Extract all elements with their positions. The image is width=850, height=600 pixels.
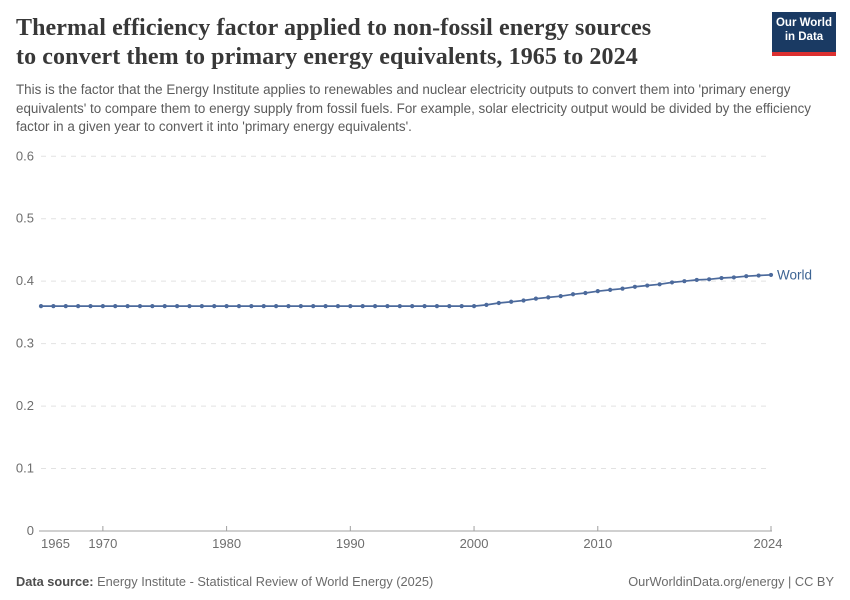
chart-subtitle: This is the factor that the Energy Insti… xyxy=(16,82,811,134)
x-tick-label-2024: 2024 xyxy=(754,536,783,551)
data-source-text: Energy Institute - Statistical Review of… xyxy=(97,574,434,589)
x-tick-label-2010: 2010 xyxy=(583,536,612,551)
data-point-1975[interactable] xyxy=(162,304,167,309)
data-point-1976[interactable] xyxy=(175,304,180,309)
data-point-1967[interactable] xyxy=(63,304,68,309)
data-point-2011[interactable] xyxy=(608,287,613,293)
data-point-1970[interactable] xyxy=(100,304,105,309)
data-point-2013[interactable] xyxy=(632,284,637,289)
data-point-2001[interactable] xyxy=(484,302,489,308)
chart-header: Thermal efficiency factor applied to non… xyxy=(16,14,811,137)
data-point-1992[interactable] xyxy=(372,304,378,309)
data-point-2017[interactable] xyxy=(682,279,687,284)
data-point-2018[interactable] xyxy=(694,277,699,283)
data-point-1999[interactable] xyxy=(459,304,464,309)
data-point-1977[interactable] xyxy=(187,304,192,309)
owid-logo-line2: in Data xyxy=(784,30,824,43)
data-point-1986[interactable] xyxy=(298,304,303,309)
data-point-1994[interactable] xyxy=(397,304,402,309)
data-point-1987[interactable] xyxy=(311,304,316,309)
y-tick-label-0: 0 xyxy=(27,523,34,538)
x-tick-label-1980: 1980 xyxy=(212,536,241,551)
data-point-2019[interactable] xyxy=(707,277,712,282)
y-tick-label-0.3: 0.3 xyxy=(16,336,34,351)
owid-logo[interactable]: Our World in Data xyxy=(772,12,836,56)
data-point-2010[interactable] xyxy=(595,289,600,294)
data-point-2006[interactable] xyxy=(546,295,551,300)
data-point-1969[interactable] xyxy=(88,304,93,309)
data-point-2007[interactable] xyxy=(558,294,563,299)
data-point-2021[interactable] xyxy=(731,275,736,280)
data-point-1973[interactable] xyxy=(137,304,143,309)
data-point-1984[interactable] xyxy=(273,304,279,309)
data-point-1974[interactable] xyxy=(150,304,155,309)
data-point-1998[interactable] xyxy=(447,304,452,309)
data-point-1978[interactable] xyxy=(199,304,204,309)
chart-title-line1: Thermal efficiency factor applied to non… xyxy=(16,15,652,41)
x-tick-label-2000: 2000 xyxy=(460,536,489,551)
data-point-2016[interactable] xyxy=(669,280,675,285)
data-point-1989[interactable] xyxy=(335,304,341,309)
data-point-2015[interactable] xyxy=(657,282,662,287)
series-label-world[interactable]: World xyxy=(777,267,812,282)
data-point-1965[interactable] xyxy=(38,304,44,309)
attribution-note: OurWorldinData.org/energy | CC BY xyxy=(628,574,834,589)
data-point-1983[interactable] xyxy=(261,304,266,309)
data-point-1979[interactable] xyxy=(212,304,217,309)
data-source-label: Data source: xyxy=(16,574,94,589)
data-point-2002[interactable] xyxy=(496,300,501,306)
data-point-1995[interactable] xyxy=(410,304,415,309)
data-source-note: Data source: Energy Institute - Statisti… xyxy=(16,574,433,589)
data-point-1990[interactable] xyxy=(348,304,353,309)
y-tick-label-0.4: 0.4 xyxy=(16,273,34,288)
data-point-2008[interactable] xyxy=(570,292,576,297)
data-point-1985[interactable] xyxy=(286,304,291,309)
y-tick-label-0.6: 0.6 xyxy=(16,148,34,163)
x-tick-label-1990: 1990 xyxy=(336,536,365,551)
world-series-line[interactable] xyxy=(41,274,772,307)
data-point-2020[interactable] xyxy=(719,275,724,281)
chart-footer: Data source: Energy Institute - Statisti… xyxy=(16,574,834,589)
x-tick-label-1970: 1970 xyxy=(88,536,117,551)
data-point-1996[interactable] xyxy=(422,304,427,309)
data-point-1997[interactable] xyxy=(434,304,440,309)
data-point-1972[interactable] xyxy=(125,304,130,309)
data-point-2024[interactable] xyxy=(768,272,774,278)
chart-title: Thermal efficiency factor applied to non… xyxy=(16,14,756,72)
data-point-2004[interactable] xyxy=(521,298,526,303)
data-point-2023[interactable] xyxy=(756,273,761,278)
data-point-1971[interactable] xyxy=(113,304,118,309)
data-point-2022[interactable] xyxy=(744,274,749,279)
y-tick-label-0.2: 0.2 xyxy=(16,398,34,413)
data-point-1966[interactable] xyxy=(51,304,56,309)
owid-logo-line1: Our World xyxy=(775,17,832,29)
data-point-2005[interactable] xyxy=(533,296,539,301)
data-point-1982[interactable] xyxy=(249,304,254,309)
data-point-1993[interactable] xyxy=(385,304,390,309)
x-tick-label-1965: 1965 xyxy=(41,536,70,551)
y-tick-label-0.5: 0.5 xyxy=(16,211,34,226)
data-point-1968[interactable] xyxy=(76,304,81,309)
y-tick-label-0.1: 0.1 xyxy=(16,461,34,476)
data-point-1991[interactable] xyxy=(360,304,365,309)
data-point-2009[interactable] xyxy=(583,290,588,296)
data-point-1981[interactable] xyxy=(236,304,242,309)
chart-title-line2: to convert them to primary energy equiva… xyxy=(16,44,638,70)
data-point-2003[interactable] xyxy=(509,299,514,304)
data-point-2014[interactable] xyxy=(645,283,650,288)
data-point-2012[interactable] xyxy=(620,286,625,291)
data-point-1988[interactable] xyxy=(323,304,328,309)
data-point-1980[interactable] xyxy=(224,304,229,309)
data-point-2000[interactable] xyxy=(471,304,477,309)
